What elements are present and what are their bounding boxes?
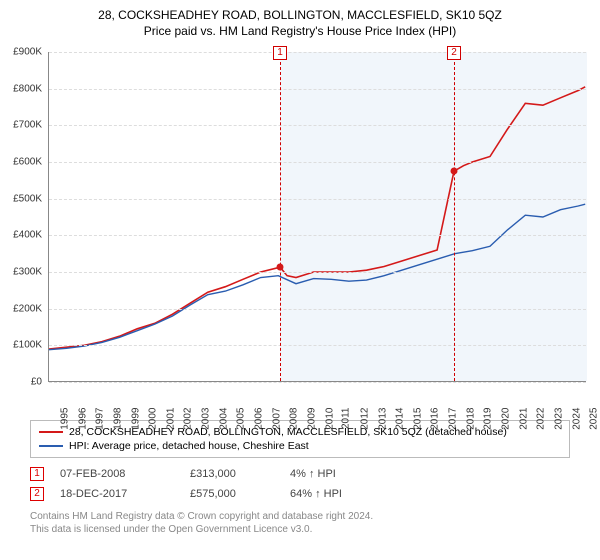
x-axis-label: 1997 — [95, 408, 106, 430]
x-axis-label: 2016 — [430, 408, 441, 430]
transaction-date: 18-DEC-2017 — [60, 488, 190, 500]
x-axis-label: 2003 — [200, 408, 211, 430]
y-axis-label: £800K — [13, 83, 42, 94]
chart-subtitle: Price paid vs. HM Land Registry's House … — [0, 22, 600, 46]
transaction-row: 1 07-FEB-2008 £313,000 4% ↑ HPI — [30, 464, 570, 484]
x-axis-label: 2005 — [236, 408, 247, 430]
x-axis-label: 2008 — [289, 408, 300, 430]
y-axis-label: £100K — [13, 340, 42, 351]
x-axis-label: 2007 — [271, 408, 282, 430]
x-axis-label: 2004 — [218, 408, 229, 430]
legend-label: HPI: Average price, detached house, Ches… — [69, 440, 309, 452]
x-axis-label: 2021 — [518, 408, 529, 430]
y-axis-label: £600K — [13, 157, 42, 168]
x-axis-label: 1999 — [130, 408, 141, 430]
plot-area: 12 — [48, 52, 586, 382]
transaction-hpi: 4% ↑ HPI — [290, 468, 336, 480]
transaction-point-icon — [450, 168, 457, 175]
y-axis-label: £200K — [13, 303, 42, 314]
x-axis-label: 1998 — [112, 408, 123, 430]
chart-container: 28, COCKSHEADHEY ROAD, BOLLINGTON, MACCL… — [0, 0, 600, 560]
x-axis-label: 2010 — [324, 408, 335, 430]
y-axis-label: £300K — [13, 267, 42, 278]
x-axis-label: 2022 — [536, 408, 547, 430]
x-axis-label: 2015 — [412, 408, 423, 430]
marker-box-icon: 2 — [447, 46, 461, 60]
transaction-marker-icon: 2 — [30, 487, 44, 501]
legend-item: HPI: Average price, detached house, Ches… — [39, 439, 561, 453]
line-paths — [49, 52, 586, 381]
x-axis: 1995199619971998199920002001200220032004… — [48, 384, 586, 414]
x-axis-label: 2001 — [165, 408, 176, 430]
marker-box-icon: 1 — [273, 46, 287, 60]
attribution-line: This data is licensed under the Open Gov… — [30, 523, 570, 536]
chart-title: 28, COCKSHEADHEY ROAD, BOLLINGTON, MACCL… — [0, 0, 600, 22]
x-axis-label: 1996 — [77, 408, 88, 430]
legend-swatch — [39, 431, 63, 433]
marker-vline — [280, 52, 281, 381]
y-axis-label: £700K — [13, 120, 42, 131]
x-axis-label: 2012 — [359, 408, 370, 430]
y-axis-label: £0 — [31, 377, 42, 388]
x-axis-label: 2024 — [571, 408, 582, 430]
transaction-price: £313,000 — [190, 468, 290, 480]
x-axis-label: 2013 — [377, 408, 388, 430]
x-axis-label: 2025 — [588, 408, 599, 430]
transaction-marker-icon: 1 — [30, 467, 44, 481]
x-axis-label: 2020 — [500, 408, 511, 430]
x-axis-label: 2017 — [447, 408, 458, 430]
x-axis-label: 2006 — [253, 408, 264, 430]
series-line-hpi — [49, 204, 585, 350]
x-axis-label: 2000 — [147, 408, 158, 430]
x-axis-label: 2019 — [483, 408, 494, 430]
x-axis-label: 1995 — [59, 408, 70, 430]
transaction-row: 2 18-DEC-2017 £575,000 64% ↑ HPI — [30, 484, 570, 504]
x-axis-label: 2011 — [341, 408, 352, 430]
x-axis-label: 2002 — [183, 408, 194, 430]
transaction-hpi: 64% ↑ HPI — [290, 488, 342, 500]
x-axis-label: 2018 — [465, 408, 476, 430]
transaction-date: 07-FEB-2008 — [60, 468, 190, 480]
chart-area: £0 £100K £200K £300K £400K £500K £600K £700K £80… — [0, 46, 600, 416]
y-axis: £0£100K£200K£300K£400K£500K£600K£700K£80… — [0, 52, 46, 382]
transactions-list: 1 07-FEB-2008 £313,000 4% ↑ HPI 2 18-DEC… — [30, 464, 570, 504]
transaction-price: £575,000 — [190, 488, 290, 500]
marker-vline — [454, 52, 455, 381]
x-axis-label: 2023 — [553, 408, 564, 430]
y-axis-label: £900K — [13, 47, 42, 58]
transaction-point-icon — [277, 264, 284, 271]
legend-swatch — [39, 445, 63, 447]
x-axis-label: 2009 — [306, 408, 317, 430]
attribution-text: Contains HM Land Registry data © Crown c… — [30, 510, 570, 536]
y-axis-label: £400K — [13, 230, 42, 241]
attribution-line: Contains HM Land Registry data © Crown c… — [30, 510, 570, 523]
x-axis-label: 2014 — [394, 408, 405, 430]
y-axis-label: £500K — [13, 193, 42, 204]
